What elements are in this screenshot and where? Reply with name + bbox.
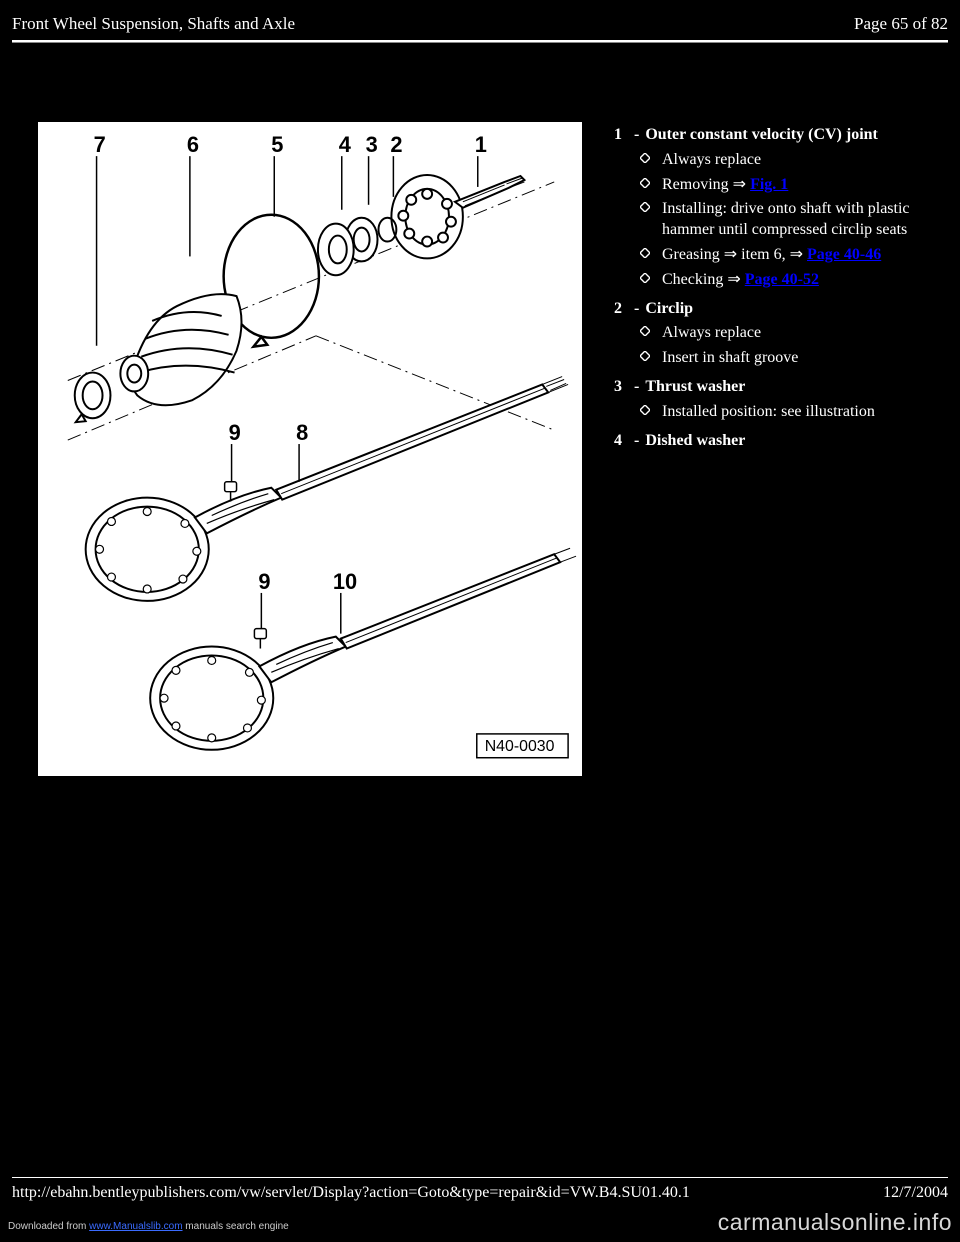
diamond-bullet-icon xyxy=(640,351,650,361)
header-title: Front Wheel Suspension, Shafts and Axle xyxy=(12,14,295,34)
item-subpoint: Insert in shaft groove xyxy=(640,348,934,369)
assembly-driveshaft-lower xyxy=(150,548,576,750)
callout-9b: 9 xyxy=(258,569,270,594)
item-subpoint: Always replace xyxy=(640,323,934,344)
parts-list-item: 4-Dished washer xyxy=(614,431,934,452)
diamond-bullet-icon xyxy=(640,405,650,415)
exploded-diagram: 1 2 3 4 5 6 7 xyxy=(36,120,584,778)
item-label: Outer constant velocity (CV) joint xyxy=(645,125,878,146)
item-label: Circlip xyxy=(645,299,693,320)
header-rule xyxy=(12,40,948,43)
item-number: 3 xyxy=(614,377,628,398)
xref-link[interactable]: Page 40-52 xyxy=(745,271,819,288)
callout-6: 6 xyxy=(187,132,199,157)
item-subpoint: Installed position: see illustration xyxy=(640,402,934,423)
diagram-ref: N40-0030 xyxy=(485,738,555,755)
item-number: 2 xyxy=(614,299,628,320)
diamond-bullet-icon xyxy=(640,202,650,212)
callout-3: 3 xyxy=(366,132,378,157)
callout-8: 8 xyxy=(296,420,308,445)
header-page: Page 65 of 82 xyxy=(854,14,948,34)
parts-list: 1-Outer constant velocity (CV) jointAlwa… xyxy=(614,125,934,459)
footer-date: 12/7/2004 xyxy=(883,1184,948,1202)
callout-4: 4 xyxy=(339,132,352,157)
item-subpoint: Checking ⇒ Page 40-52 xyxy=(640,270,934,291)
callout-7: 7 xyxy=(94,132,106,157)
manualslib-link[interactable]: www.Manualslib.com xyxy=(89,1221,182,1232)
download-note: Downloaded from www.Manualslib.com manua… xyxy=(8,1221,289,1232)
callout-10: 10 xyxy=(333,569,357,594)
diamond-bullet-icon xyxy=(640,248,650,258)
callout-5: 5 xyxy=(271,132,283,157)
part-dished-washer xyxy=(318,224,354,276)
xref-link[interactable]: Page 40-46 xyxy=(807,246,881,263)
parts-list-item: 1-Outer constant velocity (CV) jointAlwa… xyxy=(614,125,934,291)
item-subpoint: Installing: drive onto shaft with plasti… xyxy=(640,199,934,241)
item-label: Dished washer xyxy=(645,431,745,452)
part-cv-boot xyxy=(120,294,241,405)
callout-9a: 9 xyxy=(229,420,241,445)
callout-2: 2 xyxy=(390,132,402,157)
part-outer-cv-joint xyxy=(391,175,524,258)
parts-list-item: 2-CirclipAlways replaceInsert in shaft g… xyxy=(614,299,934,369)
parts-list-item: 3-Thrust washerInstalled position: see i… xyxy=(614,377,934,423)
assembly-driveshaft-upper xyxy=(86,377,568,601)
xref-link[interactable]: Fig. 1 xyxy=(750,176,788,193)
diamond-bullet-icon xyxy=(640,178,650,188)
diamond-bullet-icon xyxy=(640,326,650,336)
diamond-bullet-icon xyxy=(640,273,650,283)
footer-rule xyxy=(12,1177,948,1178)
item-subpoint: Always replace xyxy=(640,150,934,171)
item-subpoint: Greasing ⇒ item 6, ⇒ Page 40-46 xyxy=(640,245,934,266)
callout-1: 1 xyxy=(475,132,487,157)
part-clamp-small xyxy=(75,373,111,423)
diamond-bullet-icon xyxy=(640,153,650,163)
item-number: 1 xyxy=(614,125,628,146)
item-subpoint: Removing ⇒ Fig. 1 xyxy=(640,175,934,196)
item-label: Thrust washer xyxy=(645,377,745,398)
watermark: carmanualsonline.info xyxy=(718,1209,952,1236)
item-number: 4 xyxy=(614,431,628,452)
footer-url: http://ebahn.bentleypublishers.com/vw/se… xyxy=(12,1184,690,1202)
part-balance-weight-lower xyxy=(254,629,266,649)
